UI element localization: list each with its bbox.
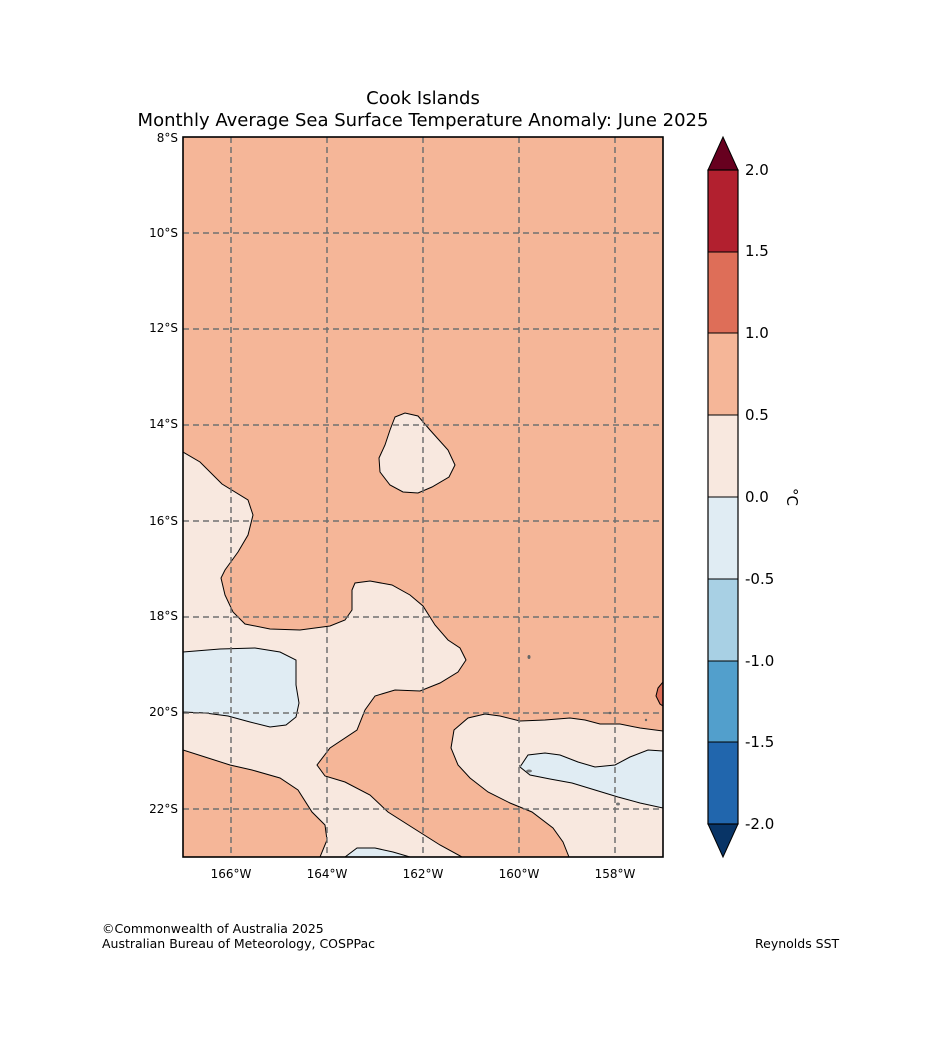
island-marker <box>644 718 648 722</box>
colorbar-label: -0.5 <box>745 570 774 588</box>
colorbar-label: 2.0 <box>745 161 769 179</box>
colorbar-label: -2.0 <box>745 815 774 833</box>
colorbar-extend-min <box>707 823 739 859</box>
island-marker <box>608 711 612 715</box>
colorbar-label: 1.5 <box>745 242 769 260</box>
colorbar-segment <box>708 661 738 742</box>
lat-tick-label: 22°S <box>149 802 178 816</box>
lat-tick-label: 14°S <box>149 417 178 431</box>
colorbar-frame <box>707 169 739 825</box>
lat-tick-label: 8°S <box>157 131 178 145</box>
island-marker <box>616 802 620 806</box>
lat-tick-label: 20°S <box>149 705 178 719</box>
anomaly-region-0.0-0.5-southeast <box>450 713 663 857</box>
colorbar-segment <box>708 742 738 824</box>
lon-tick-label: 158°W <box>595 867 636 881</box>
colorbar-labels: 2.0 1.5 1.0 0.5 0.0 -0.5 -1.0 -1.5 -2.0 <box>745 161 774 833</box>
colorbar-label: 0.5 <box>745 406 769 424</box>
lat-tick-label: 12°S <box>149 321 178 335</box>
map-frame <box>182 136 664 858</box>
colorbar: 2.0 1.5 1.0 0.5 0.0 -0.5 -1.0 -1.5 -2.0 … <box>707 135 801 859</box>
colorbar-label: -1.0 <box>745 652 774 670</box>
anomaly-region-minus0.5-0.0-west <box>183 647 300 728</box>
map-title: Cook Islands <box>366 88 480 109</box>
colorbar-segment <box>708 497 738 579</box>
footer-credits: ©Commonwealth of Australia 2025 Australi… <box>102 921 375 951</box>
colorbar-label: 0.0 <box>745 488 769 506</box>
colorbar-segment <box>708 579 738 661</box>
lat-tick-label: 10°S <box>149 226 178 240</box>
island-marker <box>527 655 531 659</box>
colorbar-unit-label: °C <box>783 488 801 506</box>
lon-tick-label: 160°W <box>499 867 540 881</box>
island-marker <box>526 769 532 773</box>
lon-axis: 166°W 164°W 162°W 160°W 158°W <box>211 867 636 881</box>
lat-tick-label: 16°S <box>149 514 178 528</box>
agency-text: Australian Bureau of Meteorology, COSPPa… <box>102 936 375 951</box>
colorbar-extend-max <box>707 135 739 171</box>
lat-tick-label: 18°S <box>149 609 178 623</box>
data-source-text: Reynolds SST <box>755 936 840 951</box>
colorbar-segment <box>708 170 738 252</box>
copyright-text: ©Commonwealth of Australia 2025 <box>102 921 324 936</box>
anomaly-region-1.0-1.5-east <box>655 681 663 707</box>
lon-tick-label: 162°W <box>403 867 444 881</box>
colorbar-label: 1.0 <box>745 324 769 342</box>
colorbar-label: -1.5 <box>745 733 774 751</box>
anomaly-region-minus0.5-0.0-east <box>519 749 663 809</box>
colorbar-segment <box>708 415 738 497</box>
gridlines <box>183 137 663 857</box>
colorbar-segment <box>708 252 738 333</box>
map-subtitle: Monthly Average Sea Surface Temperature … <box>137 110 709 131</box>
lat-axis: 8°S 10°S 12°S 14°S 16°S 18°S 20°S 22°S <box>149 131 178 816</box>
lon-tick-label: 166°W <box>211 867 252 881</box>
anomaly-region-0.0-0.5-central <box>378 412 456 494</box>
lon-tick-label: 164°W <box>307 867 348 881</box>
island-marker <box>518 764 522 768</box>
anomaly-region-minus0.5-0.0-south <box>344 847 411 857</box>
colorbar-segment <box>708 333 738 415</box>
